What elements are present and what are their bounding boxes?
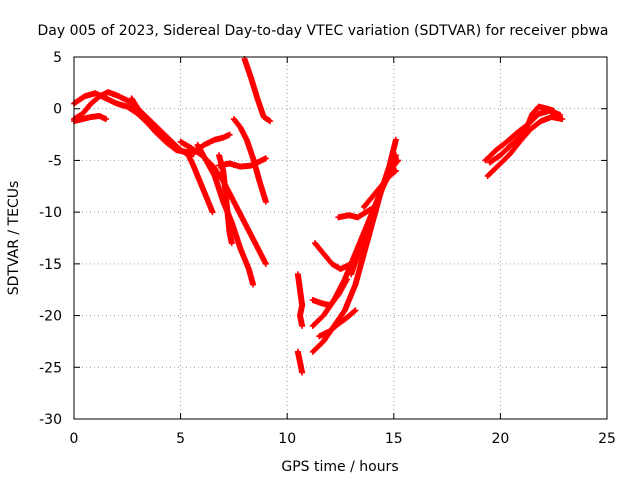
data-point-markers xyxy=(486,103,557,166)
data-point-markers xyxy=(484,113,566,179)
data-point-markers xyxy=(309,136,399,355)
data-point-markers xyxy=(230,116,269,205)
x-tick-label: 15 xyxy=(385,431,403,447)
data-point-markers xyxy=(316,307,359,340)
series-arc-13 xyxy=(294,271,306,329)
y-axis-label: SDTVAR / TECUs xyxy=(6,181,22,296)
series-arc-25 xyxy=(486,103,557,166)
data-point-markers xyxy=(241,56,274,125)
series-arc-18 xyxy=(309,136,399,355)
series-arc-22 xyxy=(360,167,399,210)
series-arc-19 xyxy=(316,307,359,340)
x-axis-label: GPS time / hours xyxy=(281,459,398,475)
y-tick-label: -10 xyxy=(39,205,62,221)
series-arc-10 xyxy=(215,152,235,247)
y-tick-label: -5 xyxy=(48,153,62,169)
grid-layer xyxy=(74,57,607,419)
series-arc-6 xyxy=(183,149,216,216)
series-arc-12 xyxy=(241,56,274,125)
data-point-markers xyxy=(183,149,216,216)
series-arc-8 xyxy=(190,131,233,157)
y-tick-label: -20 xyxy=(39,309,62,325)
data-point-markers xyxy=(311,240,355,273)
series-arc-24 xyxy=(484,113,566,179)
data-point-markers xyxy=(294,348,306,376)
y-tick-label: -25 xyxy=(39,360,62,376)
y-tick-label: 0 xyxy=(53,102,62,118)
x-tick-label: 20 xyxy=(491,431,509,447)
data-points-layer xyxy=(71,56,566,376)
x-tick-label: 5 xyxy=(176,431,185,447)
y-tick-label: -15 xyxy=(39,257,62,273)
series-arc-15 xyxy=(311,240,355,273)
chart-title: Day 005 of 2023, Sidereal Day-to-day VTE… xyxy=(37,23,608,39)
x-tick-label: 25 xyxy=(598,431,616,447)
data-point-markers xyxy=(294,271,306,329)
ticks-layer: 0 5 10 15 20 25 5 0 -5 -10 -15 -20 -25 -30 xyxy=(39,50,616,447)
data-point-markers xyxy=(360,167,399,210)
series-arc-14 xyxy=(294,348,306,376)
y-tick-label: 5 xyxy=(53,50,62,66)
series-arc-11 xyxy=(230,116,269,205)
data-point-markers xyxy=(215,152,235,247)
x-tick-label: 0 xyxy=(70,431,79,447)
x-tick-label: 10 xyxy=(278,431,296,447)
plot-frame xyxy=(73,56,608,420)
data-point-markers xyxy=(190,131,233,157)
y-tick-label: -30 xyxy=(39,412,62,428)
